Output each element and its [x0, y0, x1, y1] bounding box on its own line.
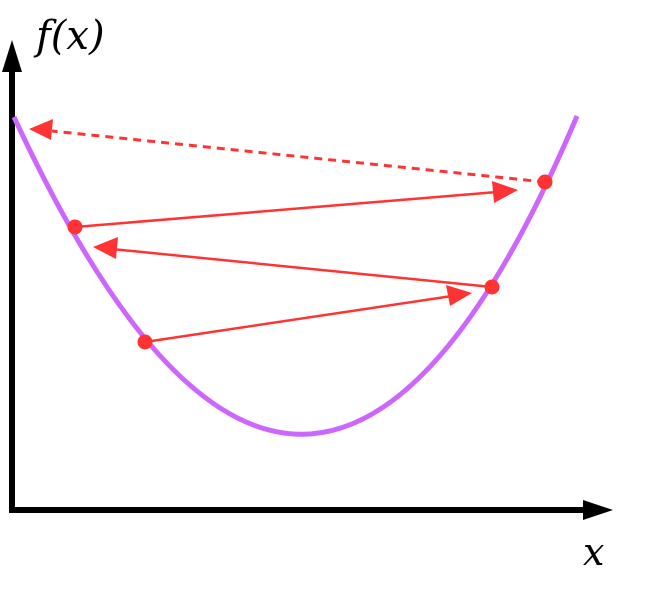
step-arrow-4-dashed — [29, 119, 546, 184]
step-arrow-2 — [93, 237, 493, 289]
iterate-point-4 — [537, 174, 553, 190]
x-axis-label: x — [583, 530, 605, 574]
iterate-point-1 — [137, 334, 153, 350]
step-arrow-1 — [144, 285, 472, 344]
y-axis-arrowhead-icon — [2, 40, 22, 72]
x-axis — [9, 500, 613, 520]
arrowhead-icon — [492, 181, 518, 203]
arrowhead-icon — [93, 237, 118, 259]
iterate-point-3 — [67, 219, 83, 235]
iterate-point-2 — [484, 279, 500, 295]
y-axis — [2, 40, 22, 510]
step-arrow-3 — [74, 181, 518, 229]
x-axis-arrowhead-icon — [583, 500, 613, 520]
y-axis-label: f(x) — [36, 13, 105, 59]
loss-curve — [11, 115, 580, 437]
arrowhead-icon — [29, 119, 53, 140]
arrowhead-icon — [446, 285, 472, 306]
